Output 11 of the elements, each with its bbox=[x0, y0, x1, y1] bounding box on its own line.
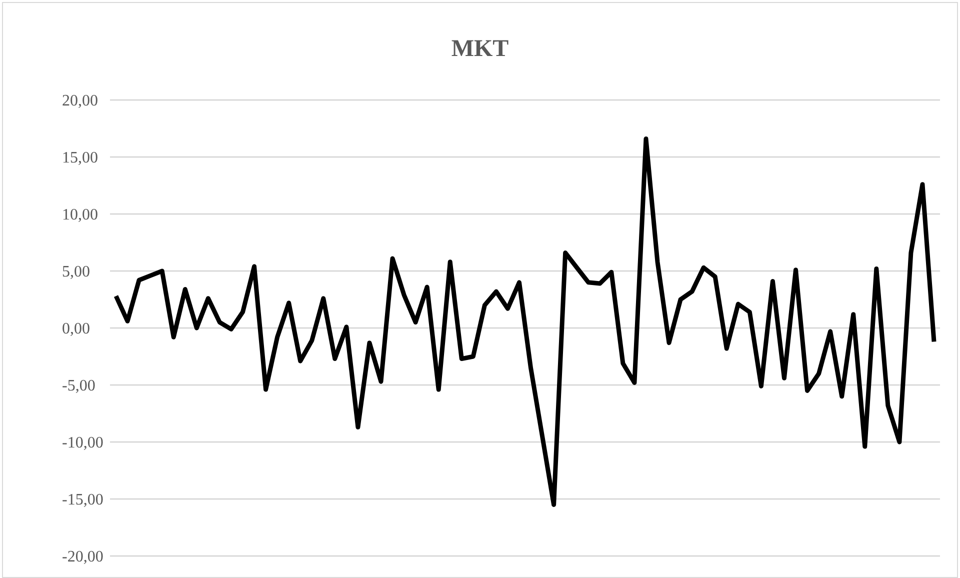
y-tick-label: -5,00 bbox=[62, 378, 96, 395]
line-series bbox=[114, 136, 936, 507]
y-tick-label: 15,00 bbox=[62, 150, 98, 167]
chart-title: MKT bbox=[450, 36, 510, 63]
y-tick-label: 10,00 bbox=[62, 206, 98, 224]
y-tick-label: -20,00 bbox=[62, 548, 104, 566]
y-tick-label: 5,00 bbox=[62, 264, 90, 281]
y-tick-label: -10,00 bbox=[62, 434, 104, 452]
y-tick-label: -15,00 bbox=[62, 492, 104, 509]
y-tick-label: 20,00 bbox=[62, 92, 98, 110]
y-tick-label: 0,00 bbox=[62, 320, 90, 338]
